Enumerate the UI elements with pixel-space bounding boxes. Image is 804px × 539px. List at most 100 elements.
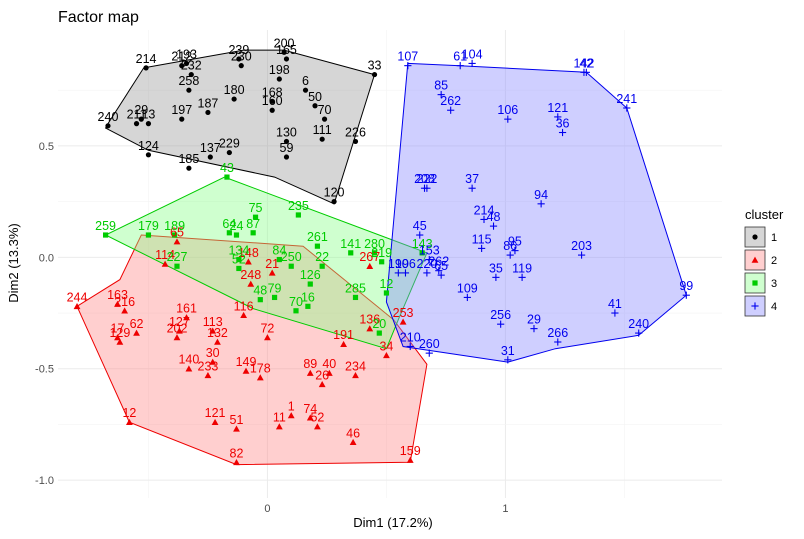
- cluster-2-point-label: 148: [238, 246, 259, 260]
- cluster-3-point: [257, 297, 263, 303]
- cluster-1-point: [183, 60, 190, 67]
- cluster-4-point-label: 107: [397, 50, 418, 64]
- cluster-2-point: [114, 334, 121, 341]
- cluster-4-point: [558, 128, 567, 137]
- cluster-2-point: [366, 325, 374, 332]
- cluster-1-point: [283, 154, 290, 160]
- cluster-3-point: [271, 294, 278, 301]
- cluster-1-point-label: 187: [198, 96, 219, 110]
- cluster-2-point-label: 233: [198, 359, 219, 373]
- cluster-3-point: [236, 256, 242, 263]
- cluster-2-point: [240, 311, 248, 318]
- cluster-1-point-label: 59: [280, 141, 294, 155]
- x-tick-label: 0: [264, 503, 270, 515]
- cluster-1-point-label: 258: [178, 74, 199, 88]
- cluster-2-point-label: 234: [345, 359, 366, 373]
- cluster-2-point-label: 113: [203, 315, 223, 329]
- cluster-1-point-label: 226: [345, 125, 366, 139]
- y-axis-title: Dim2 (13.3%): [6, 223, 21, 302]
- cluster-1-point-label: 120: [324, 186, 345, 200]
- cluster-1-point: [207, 154, 213, 160]
- cluster-2-point: [173, 238, 181, 245]
- cluster-1-point: [105, 123, 111, 129]
- cluster-2-point-label: 114: [155, 248, 175, 262]
- cluster-4-point: [504, 356, 512, 364]
- y-tick-label: -1.0: [35, 475, 54, 487]
- cluster-4-point: [635, 329, 643, 337]
- cluster-2-point-label: 248: [240, 268, 261, 282]
- cluster-1-point: [179, 116, 185, 122]
- cluster-3-point-label: 261: [307, 230, 328, 244]
- cluster-2-point-label: 82: [230, 446, 244, 460]
- cluster-3-point-label: 126: [300, 268, 321, 282]
- cluster-4-point: [478, 244, 486, 252]
- cluster-2-point-label: 62: [130, 317, 144, 331]
- cluster-2-hull: [76, 234, 428, 466]
- cluster-1-point-label: 211: [127, 108, 147, 122]
- cluster-1-point-label: 160: [262, 94, 283, 108]
- cluster-4-point-label: 240: [628, 317, 649, 331]
- cluster-1-point: [138, 116, 144, 122]
- cluster-1-point: [319, 136, 325, 142]
- cluster-1-point-label: 185: [178, 152, 199, 166]
- cluster-1-point-label: 111: [313, 123, 332, 137]
- cluster-4-point-label: 37: [465, 172, 479, 186]
- y-tick-label: 0.0: [39, 252, 54, 264]
- cluster-4-point: [401, 269, 410, 277]
- cluster-4-point: [518, 273, 526, 281]
- cluster-4-point-label: 203: [571, 239, 592, 253]
- cluster-1-point-label: 230: [231, 50, 252, 64]
- cluster-2-point-label: 178: [250, 362, 271, 376]
- cluster-2-point: [247, 280, 255, 287]
- cluster-2-point-label: 51: [230, 413, 244, 427]
- cluster-2-point: [268, 269, 276, 276]
- cluster-4-point-label: 153: [419, 244, 440, 258]
- cluster-3-point: [293, 308, 299, 314]
- cluster-4-point-label: 41: [608, 297, 622, 311]
- cluster-4-point: [468, 59, 476, 68]
- cluster-2-point: [73, 302, 81, 310]
- cluster-3-point-label: 285: [345, 281, 366, 295]
- cluster-1-point: [269, 107, 275, 113]
- cluster-4-point-label: 85: [434, 79, 448, 93]
- cluster-1-point: [321, 116, 328, 122]
- cluster-3-point: [174, 263, 180, 269]
- cluster-3-point-label: 12: [379, 277, 393, 291]
- cluster-1-point: [312, 103, 318, 109]
- cluster-4-point: [480, 215, 488, 224]
- cluster-4-point-label: 241: [616, 92, 637, 106]
- cluster-4-point-label: 256: [490, 308, 511, 322]
- cluster-2-point: [175, 327, 183, 334]
- cluster-4-point: [463, 293, 471, 302]
- cluster-4-point: [423, 269, 431, 277]
- chart-title: Factor map: [58, 9, 139, 26]
- cluster-3-point-label: 227: [167, 250, 188, 264]
- cluster-4-point-label: 214: [474, 203, 495, 217]
- cluster-1-point-label: 70: [318, 103, 332, 117]
- cluster-2-point-label: 191: [333, 328, 354, 342]
- cluster-2-point: [125, 418, 133, 425]
- cluster-3-point-label: 219: [371, 246, 392, 260]
- cluster-3-point: [250, 230, 256, 236]
- cluster-4-point: [492, 273, 500, 281]
- cluster-1-point-label: 180: [224, 83, 245, 97]
- cluster-3-point: [233, 232, 240, 238]
- cluster-2-point: [214, 338, 221, 345]
- cluster-2-point: [287, 412, 295, 419]
- cluster-2-point: [244, 258, 252, 265]
- cluster-3-point: [307, 281, 313, 287]
- cluster-4-point: [504, 115, 512, 123]
- cluster-2-point-label: 11: [273, 411, 286, 425]
- y-tick-label: 0.5: [39, 141, 54, 153]
- cluster-1-point: [269, 98, 275, 104]
- cluster-3-point-label: 84: [272, 244, 286, 258]
- cluster-1-point: [145, 152, 152, 158]
- cluster-2-point: [275, 423, 283, 430]
- cluster-4-point: [611, 309, 619, 317]
- cluster-4-point-label: 220: [416, 257, 437, 271]
- cluster-1-point: [302, 87, 309, 93]
- cluster-1-point: [231, 96, 237, 102]
- cluster-1-point-label: 168: [262, 85, 283, 99]
- cluster-1-point-label: 33: [368, 59, 382, 73]
- cluster-3-point-label: 16: [301, 290, 315, 304]
